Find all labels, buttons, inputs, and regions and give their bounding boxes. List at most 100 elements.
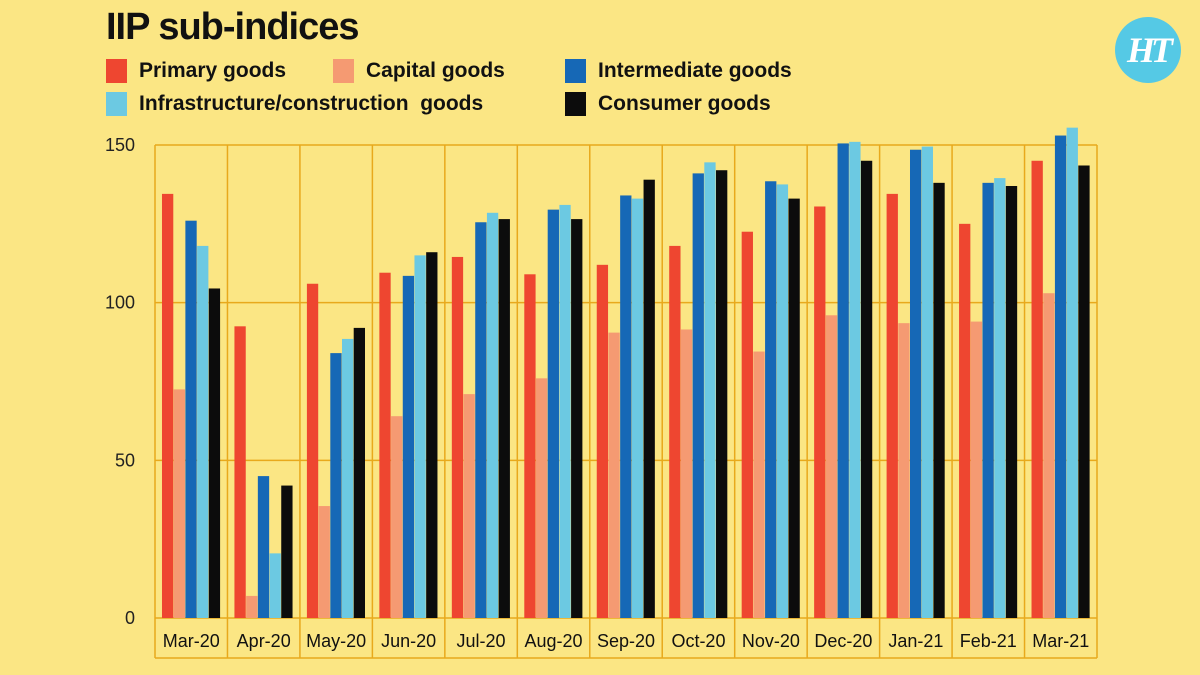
x-tick-label: Mar-21	[1032, 631, 1089, 651]
bar-primary-goods-may-20	[306, 283, 319, 618]
x-tick-label: Dec-20	[814, 631, 872, 651]
bar-intermediate-goods-dec-20	[837, 143, 849, 618]
bar-consumer-goods-jul-20	[498, 219, 510, 618]
bar-primary-goods-aug-20	[524, 274, 536, 618]
y-tick-label: 150	[105, 135, 135, 155]
bar-infrastructure-construction-goods-oct-20	[704, 162, 716, 619]
bar-capital-goods-nov-20	[753, 351, 765, 618]
legend-swatch-capital-goods	[333, 59, 354, 83]
bar-consumer-goods-dec-20	[860, 160, 873, 618]
bar-primary-goods-oct-20	[669, 245, 681, 618]
bar-intermediate-goods-mar-20	[185, 220, 197, 618]
bar-consumer-goods-feb-21	[1005, 185, 1018, 618]
legend-label-consumer-goods: Consumer goods	[598, 92, 771, 115]
legend-item-capital-goods: Capital goods	[333, 58, 505, 84]
x-tick-label: Apr-20	[237, 631, 291, 651]
bar-consumer-goods-oct-20	[716, 170, 728, 618]
bar-capital-goods-jan-21	[898, 323, 910, 618]
legend-item-infrastructure-goods: Infrastructure/construction goods	[106, 91, 483, 117]
chart-title: IIP sub-indices	[106, 6, 359, 48]
bar-capital-goods-jul-20	[463, 394, 475, 618]
bar-intermediate-goods-feb-21	[982, 182, 994, 618]
bar-intermediate-goods-oct-20	[692, 173, 704, 618]
legend-swatch-primary-goods	[106, 59, 127, 83]
bar-infrastructure-construction-goods-dec-20	[849, 141, 861, 618]
bar-capital-goods-oct-20	[680, 329, 693, 618]
bar-intermediate-goods-apr-20	[257, 476, 270, 618]
legend-label-intermediate-goods: Intermediate goods	[598, 59, 792, 82]
x-tick-label: Jul-20	[457, 631, 506, 651]
legend-item-primary-goods: Primary goods	[106, 58, 286, 84]
y-tick-label: 100	[105, 293, 135, 313]
bar-consumer-goods-jun-20	[426, 252, 438, 619]
legend-label-infrastructure-goods: Infrastructure/construction goods	[139, 92, 484, 115]
legend-label-capital-goods: Capital goods	[366, 59, 505, 82]
bar-infrastructure-construction-goods-feb-21	[994, 178, 1006, 619]
y-tick-label: 50	[115, 450, 135, 470]
ht-logo: HT	[1115, 17, 1181, 83]
bar-capital-goods-may-20	[318, 506, 330, 618]
bar-infrastructure-construction-goods-nov-20	[776, 184, 789, 618]
bar-consumer-goods-apr-20	[281, 485, 293, 618]
bar-capital-goods-mar-20	[173, 389, 185, 618]
bar-intermediate-goods-jan-21	[909, 149, 922, 619]
x-tick-label: Nov-20	[742, 631, 800, 651]
bar-intermediate-goods-may-20	[330, 353, 342, 618]
x-tick-label: Jan-21	[888, 631, 943, 651]
legend-item-intermediate-goods: Intermediate goods	[565, 58, 792, 84]
bar-primary-goods-nov-20	[741, 231, 753, 618]
bar-intermediate-goods-jul-20	[475, 222, 487, 619]
bar-intermediate-goods-nov-20	[765, 181, 777, 618]
bar-primary-goods-jul-20	[451, 256, 464, 618]
bar-primary-goods-jan-21	[886, 193, 898, 619]
bar-infrastructure-construction-goods-may-20	[342, 338, 354, 618]
bar-infrastructure-construction-goods-sep-20	[631, 198, 644, 618]
x-tick-label: May-20	[306, 631, 366, 651]
bar-capital-goods-jun-20	[391, 416, 403, 618]
bar-consumer-goods-sep-20	[643, 179, 655, 619]
bar-intermediate-goods-aug-20	[547, 209, 559, 619]
bar-infrastructure-construction-goods-mar-21	[1066, 127, 1078, 618]
x-tick-label: Aug-20	[525, 631, 583, 651]
bar-primary-goods-feb-21	[959, 223, 971, 619]
legend-swatch-intermediate-goods	[565, 59, 586, 83]
bar-primary-goods-mar-20	[161, 193, 174, 619]
bar-capital-goods-apr-20	[246, 595, 258, 618]
bar-infrastructure-construction-goods-jul-20	[486, 212, 499, 618]
bar-consumer-goods-mar-21	[1078, 165, 1090, 618]
legend-label-primary-goods: Primary goods	[139, 59, 287, 82]
x-tick-label: Feb-21	[960, 631, 1017, 651]
bar-consumer-goods-may-20	[353, 327, 366, 618]
x-tick-label: Mar-20	[163, 631, 220, 651]
bar-intermediate-goods-jun-20	[402, 275, 415, 618]
bar-consumer-goods-mar-20	[208, 288, 221, 618]
bar-consumer-goods-aug-20	[571, 219, 583, 618]
legend-swatch-consumer-goods	[565, 92, 586, 116]
x-tick-label: Jun-20	[381, 631, 436, 651]
bar-intermediate-goods-mar-21	[1054, 135, 1067, 619]
bar-primary-goods-jun-20	[379, 272, 391, 618]
legend-swatch-infrastructure-goods	[106, 92, 127, 116]
bar-primary-goods-apr-20	[234, 326, 246, 618]
bar-capital-goods-dec-20	[825, 315, 838, 618]
bar-infrastructure-construction-goods-jun-20	[414, 255, 426, 618]
bar-consumer-goods-jan-21	[933, 182, 945, 618]
x-tick-label: Oct-20	[671, 631, 725, 651]
bar-infrastructure-construction-goods-mar-20	[197, 245, 209, 618]
legend-item-consumer-goods: Consumer goods	[565, 91, 771, 117]
bar-infrastructure-construction-goods-aug-20	[559, 204, 571, 618]
bar-capital-goods-sep-20	[608, 332, 620, 618]
bar-capital-goods-mar-21	[1043, 293, 1055, 618]
y-tick-label: 0	[125, 608, 135, 628]
bar-primary-goods-mar-21	[1031, 160, 1043, 618]
x-tick-label: Sep-20	[597, 631, 655, 651]
bar-capital-goods-feb-21	[970, 321, 983, 618]
bar-infrastructure-construction-goods-jan-21	[921, 146, 933, 618]
bar-primary-goods-sep-20	[596, 264, 609, 618]
bar-capital-goods-aug-20	[535, 378, 548, 618]
bar-intermediate-goods-sep-20	[620, 195, 632, 618]
bar-infrastructure-construction-goods-apr-20	[269, 553, 281, 618]
bar-primary-goods-dec-20	[814, 206, 826, 619]
bar-consumer-goods-nov-20	[788, 198, 800, 618]
